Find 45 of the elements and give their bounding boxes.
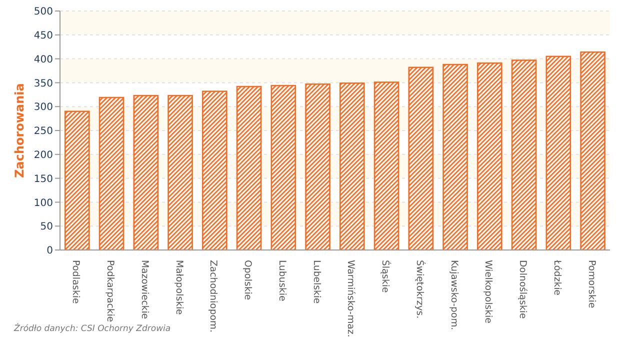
- y-tick-label: 400: [34, 54, 53, 66]
- bar: [64, 110, 90, 250]
- bar: [340, 82, 365, 250]
- bar: [442, 64, 468, 250]
- bar: [202, 90, 228, 250]
- x-tick-label: Łódzkie: [551, 259, 562, 296]
- y-tick-label: 200: [34, 150, 53, 161]
- bar: [408, 66, 434, 250]
- x-tick-label: Podlaskie: [70, 260, 82, 304]
- bar: [168, 94, 193, 250]
- x-tick-label: Mazowieckie: [138, 260, 150, 320]
- bar: [305, 83, 330, 250]
- bar: [98, 96, 124, 250]
- x-tick-label: Małopolskie: [173, 260, 184, 316]
- x-tick-label: Opolskie: [242, 260, 254, 300]
- x-tick-label: Podkarpackie: [104, 260, 116, 322]
- bar: [270, 84, 296, 250]
- y-tick-label: 450: [34, 30, 53, 42]
- x-tick-label: Wielkopolskie: [482, 260, 494, 324]
- y-tick-label: 300: [34, 102, 53, 114]
- x-tick-label: Lubelskie: [310, 260, 322, 304]
- y-axis-title: Zachorowania: [12, 83, 26, 178]
- bar: [546, 56, 572, 250]
- bar: [477, 62, 502, 250]
- x-tick-label: Warmińsko-maz.: [345, 260, 356, 337]
- text: Źródło danych: CSI Ochorny Zdrowia: [14, 324, 171, 335]
- y-tick-label: 150: [34, 174, 53, 185]
- y-tick-label: 100: [34, 198, 53, 209]
- x-tick-label: Kujawsko-pom.: [448, 260, 460, 330]
- bar: [236, 86, 262, 250]
- x-tick-label: Pomorskie: [586, 260, 597, 308]
- y-tick-label: 350: [34, 78, 53, 90]
- x-tick-label: Dolnośląskie: [517, 260, 528, 319]
- bar: [580, 51, 606, 250]
- x-tick-label: Lubuskie: [276, 260, 288, 302]
- x-tick-label: Świętokrzys.: [414, 260, 426, 319]
- y-tick-label: 50: [40, 222, 53, 233]
- x-tick-label: Śląskie: [380, 260, 392, 293]
- y-tick-label: 250: [34, 126, 53, 138]
- bar: [133, 94, 159, 250]
- bar: [374, 82, 400, 250]
- x-tick-label: Zachodniopom.: [208, 260, 219, 332]
- bar: [511, 60, 537, 250]
- y-tick-label: 500: [34, 6, 53, 18]
- y-tick-label: 0: [46, 246, 53, 257]
